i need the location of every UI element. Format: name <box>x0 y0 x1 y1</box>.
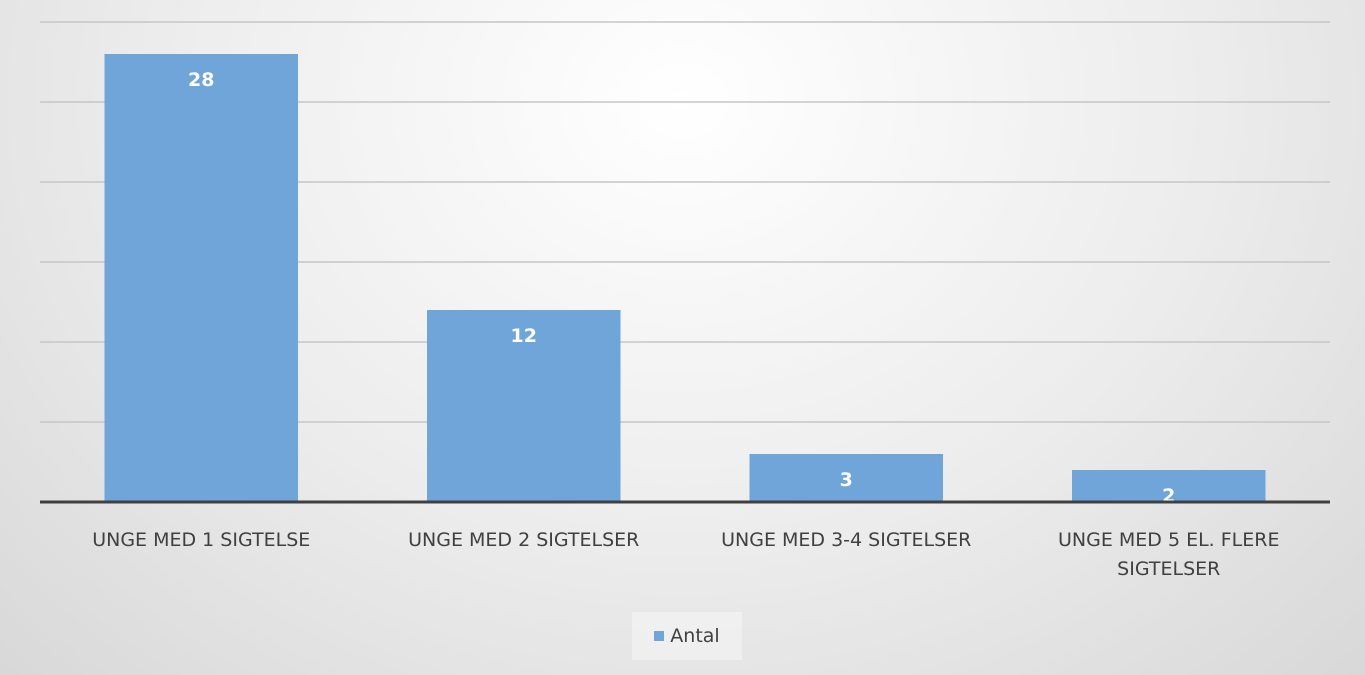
bar <box>749 454 943 502</box>
bar <box>104 54 298 502</box>
x-tick-label: UNGE MED 1 SIGTELSE <box>92 529 311 551</box>
legend-swatch <box>654 631 665 641</box>
legend: Antal <box>632 612 742 660</box>
bar <box>1072 470 1266 502</box>
legend-label: Antal <box>670 625 720 647</box>
data-label: 12 <box>511 325 537 347</box>
x-tick-label: UNGE MED 3-4 SIGTELSER <box>721 529 972 551</box>
data-label: 28 <box>188 69 214 91</box>
data-label: 3 <box>840 469 853 491</box>
bar <box>427 310 621 502</box>
x-tick-label: UNGE MED 5 EL. FLERE SIGTELSER <box>1058 529 1280 580</box>
data-label: 2 <box>1162 485 1175 507</box>
x-tick-label: UNGE MED 2 SIGTELSER <box>408 529 640 551</box>
